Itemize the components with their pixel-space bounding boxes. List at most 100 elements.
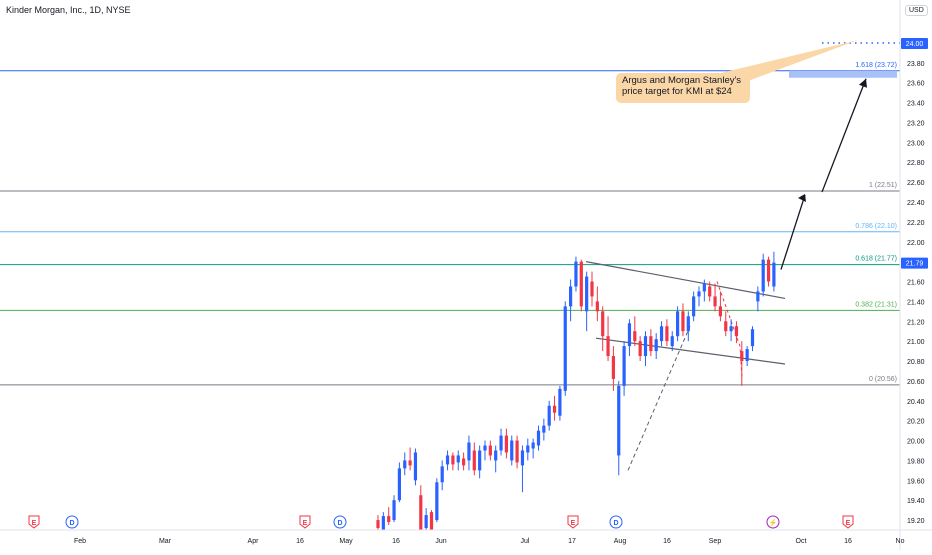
candle-body: [740, 351, 744, 362]
candle-body: [397, 468, 401, 501]
y-tick-label: 23.00: [907, 140, 925, 147]
x-tick-label: 17: [568, 538, 576, 545]
candle-body: [472, 450, 476, 471]
fib-level-label: 1.618 (23.72): [855, 62, 897, 69]
x-tick-label: Oct: [796, 538, 807, 545]
event-marker-letter: D: [69, 520, 74, 527]
candle-body: [376, 520, 380, 529]
candle-body: [713, 296, 717, 307]
candle-body: [408, 460, 412, 466]
fib-level-label: 1 (22.51): [869, 182, 897, 189]
x-tick-label: Sep: [709, 538, 722, 545]
target-zone-box: [789, 70, 897, 78]
fib-level-label: 0.618 (21.77): [855, 256, 897, 263]
y-tick-label: 20.60: [907, 379, 925, 386]
candle-body: [601, 311, 605, 337]
candle-body: [697, 291, 701, 297]
candle-body: [756, 291, 760, 302]
candle-body: [499, 435, 503, 451]
candle-body: [686, 316, 690, 332]
price-target-callout[interactable]: Argus and Morgan Stanley's price target …: [616, 73, 750, 103]
arrow-head-1: [798, 194, 806, 203]
x-tick-label: No: [896, 538, 905, 545]
y-tick-label: 20.80: [907, 359, 925, 366]
x-tick-label: Feb: [74, 538, 86, 545]
candle-body: [595, 301, 599, 312]
candle-body: [643, 336, 648, 357]
candle-body: [413, 452, 418, 481]
candle-body: [718, 306, 722, 317]
y-tick-label: 21.00: [907, 339, 925, 346]
y-tick-label: 21.20: [907, 319, 925, 326]
dividend-event-marker: [65, 515, 79, 529]
current-price-tag: [901, 257, 928, 269]
event-marker-letter: E: [571, 520, 576, 527]
candle-body: [606, 336, 610, 357]
x-tick-label: Jul: [521, 538, 530, 545]
channel-lower-line: [595, 337, 786, 365]
event-marker-letter: D: [337, 520, 342, 527]
candle-body: [478, 450, 482, 471]
y-tick-label: 22.20: [907, 220, 925, 227]
fib-level-label: 0 (20.56): [869, 376, 897, 383]
candle-body: [547, 405, 551, 426]
candle-body: [708, 286, 712, 297]
callout-line-2: price target for KMI at $24: [622, 86, 732, 97]
y-tick-label: 22.60: [907, 180, 925, 187]
candle-body: [766, 259, 771, 282]
candle-body: [692, 296, 696, 317]
candle-body: [772, 262, 776, 287]
candle-body: [579, 261, 583, 307]
candle-body: [424, 515, 428, 529]
x-tick-label: Apr: [248, 538, 260, 545]
fib-level-label: 0.382 (21.31): [855, 301, 897, 308]
candle-body: [462, 458, 466, 466]
candle-body: [429, 512, 434, 530]
y-tick-label: 23.60: [907, 81, 925, 88]
candle-body: [670, 336, 674, 347]
candle-body: [724, 321, 728, 332]
y-tick-label: 20.00: [907, 439, 925, 446]
candle-body: [483, 445, 487, 451]
event-marker-letter: E: [303, 520, 308, 527]
candle-body: [467, 442, 471, 461]
candle-body: [515, 440, 519, 463]
candle-body: [681, 311, 685, 332]
candle-body: [729, 326, 733, 332]
candle-body: [536, 430, 541, 446]
candle-body: [627, 323, 632, 347]
x-tick-label: Aug: [614, 538, 627, 545]
y-tick-label: 21.40: [907, 299, 925, 306]
candle-body: [520, 450, 525, 466]
channel-upper-line: [585, 261, 786, 299]
arrow-head-2: [859, 78, 867, 88]
candle-body: [761, 259, 765, 292]
candle-body: [617, 385, 621, 456]
candle-body: [659, 326, 664, 342]
candle-body: [638, 341, 642, 357]
event-marker-letter: D: [613, 520, 618, 527]
candle-body: [381, 516, 385, 530]
fib-level-label: 0.786 (22.10): [855, 223, 897, 230]
event-marker-letter: E: [846, 520, 851, 527]
candle-body: [734, 326, 739, 337]
y-tick-label: 23.40: [907, 101, 925, 108]
currency-badge[interactable]: USD: [905, 5, 928, 16]
candle-body: [649, 336, 653, 352]
candle-body: [392, 500, 396, 521]
earnings-event-marker: [299, 515, 311, 529]
candle-body: [456, 455, 460, 463]
x-tick-label: May: [339, 538, 353, 545]
candle-body: [504, 435, 508, 453]
candle-body: [445, 455, 450, 465]
candle-body: [702, 283, 706, 292]
arrow-leg-2: [821, 78, 867, 193]
target-price-tag: [901, 37, 928, 49]
candle-body: [451, 455, 455, 465]
candle-body: [750, 329, 755, 347]
candle-body: [633, 331, 637, 342]
chart-title: Kinder Morgan, Inc., 1D, NYSE: [6, 5, 131, 15]
candle-body: [590, 281, 594, 297]
